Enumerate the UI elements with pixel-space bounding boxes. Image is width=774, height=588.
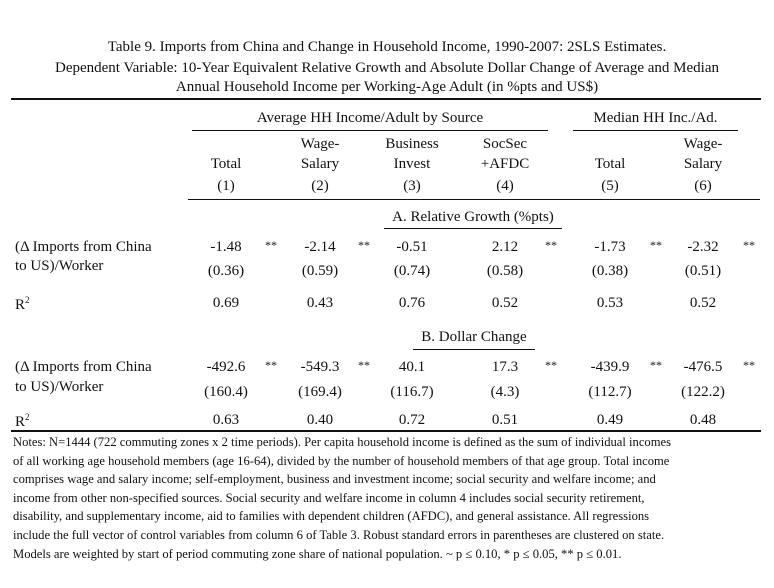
notes-line: include the full vector of control varia… [13,527,665,542]
r-squared-cell: 0.51 [491,412,519,428]
standard-error-cell: (0.38) [591,263,629,279]
panel-b-r2-label: R2 [15,412,30,430]
r-squared-cell: 0.48 [689,412,717,428]
panel-b-row-label-2: to US)/Worker [15,379,104,395]
standard-error-cell: (0.59) [301,263,339,279]
coefficient-cell: -476.5 [683,359,723,375]
notes-line: disability, and supplementary income, ai… [13,509,650,524]
top-rule [11,98,761,100]
coefficient-cell: -2.14 [304,239,336,255]
panel-b-title-text: B. Dollar Change [421,329,527,345]
column-header-line1: SocSec [482,136,528,152]
notes-line: of all working age household members (ag… [13,453,670,468]
coefficient-cell: -549.3 [300,359,340,375]
panel-b-underline [413,349,535,350]
standard-error-cell: (169.4) [298,384,342,400]
standard-error-cell: (112.7) [588,384,632,400]
significance-stars: ** [743,358,755,372]
coefficient-cell: 2.12 [491,239,519,255]
r-squared-cell: 0.43 [306,295,334,311]
column-number: (6) [694,178,712,194]
column-number: (5) [601,178,619,194]
r-squared-cell: 0.76 [398,295,426,311]
standard-error-cell: (122.2) [681,384,725,400]
significance-stars: ** [358,238,370,252]
coefficient-cell: 17.3 [491,359,519,375]
notes-line: Notes: N=1444 (722 commuting zones x 2 t… [13,435,672,449]
standard-error-cell: (116.7) [390,384,434,400]
r-squared-cell: 0.49 [596,412,624,428]
bottom-rule [11,430,761,432]
panel-a-row-label-2: to US)/Worker [15,258,104,274]
notes-line: comprises wage and salary income; self-e… [13,472,656,487]
significance-stars: ** [650,358,662,372]
coefficient-cell: -439.9 [590,359,630,375]
group-header-median: Median HH Inc./Ad. [593,110,718,126]
table-notes: Notes: N=1444 (722 commuting zones x 2 t… [13,433,765,563]
significance-stars: ** [265,238,277,252]
r-squared-cell: 0.53 [596,295,624,311]
coefficient-cell: -0.51 [396,239,428,255]
column-number: (2) [311,178,329,194]
group-underline-median [573,130,738,131]
r-squared-cell: 0.63 [212,412,240,428]
column-number: (3) [403,178,421,194]
significance-stars: ** [545,238,557,252]
column-number: (1) [217,178,235,194]
standard-error-cell: (0.58) [486,263,524,279]
significance-stars: ** [545,358,557,372]
r-squared-cell: 0.69 [212,295,240,311]
notes-line: income from other non-specified sources.… [13,490,645,505]
header-rule [188,199,760,200]
table-title: Table 9. Imports from China and Change i… [107,39,667,55]
column-header-line1: Wage- [300,136,340,152]
significance-stars: ** [650,238,662,252]
significance-stars: ** [743,238,755,252]
coefficient-cell: 40.1 [398,359,426,375]
column-header-line2: Total [210,156,242,172]
r-squared-cell: 0.40 [306,412,334,428]
panel-a-underline [384,228,562,229]
column-header-line2: Salary [300,156,340,172]
column-header-line2: +AFDC [480,156,530,172]
standard-error-cell: (0.51) [684,263,722,279]
group-underline-average [192,130,548,131]
standard-error-cell: (0.36) [207,263,245,279]
column-header-line2: Invest [393,156,431,172]
group-header-average: Average HH Income/Adult by Source [256,110,484,126]
panel-a-title-text: A. Relative Growth (%pts) [392,209,554,225]
coefficient-cell: -2.32 [687,239,719,255]
coefficient-cell: -1.73 [594,239,626,255]
r-squared-cell: 0.52 [689,295,717,311]
column-header-line2: Salary [683,156,723,172]
standard-error-cell: (4.3) [490,384,520,400]
panel-b-title: B. Dollar Change [413,329,535,346]
column-number: (4) [496,178,514,194]
column-header-line2: Total [594,156,626,172]
column-header-line1: Wage- [683,136,723,152]
r-squared-cell: 0.52 [491,295,519,311]
coefficient-cell: -492.6 [206,359,246,375]
r-squared-cell: 0.72 [398,412,426,428]
significance-stars: ** [265,358,277,372]
notes-line: Models are weighted by start of period c… [13,546,622,561]
panel-a-row-label-1: (Δ Imports from China [15,239,152,255]
column-header-line1: Business [385,136,439,152]
coefficient-cell: -1.48 [210,239,242,255]
standard-error-cell: (160.4) [204,384,248,400]
table-subtitle-line2: Annual Household Income per Working-Age … [175,79,599,95]
significance-stars: ** [358,358,370,372]
table-subtitle-line1: Dependent Variable: 10-Year Equivalent R… [55,60,719,76]
panel-a-title: A. Relative Growth (%pts) [384,209,562,226]
standard-error-cell: (0.74) [393,263,431,279]
panel-b-row-label-1: (Δ Imports from China [15,359,152,375]
panel-a-r2-label: R2 [15,295,30,313]
